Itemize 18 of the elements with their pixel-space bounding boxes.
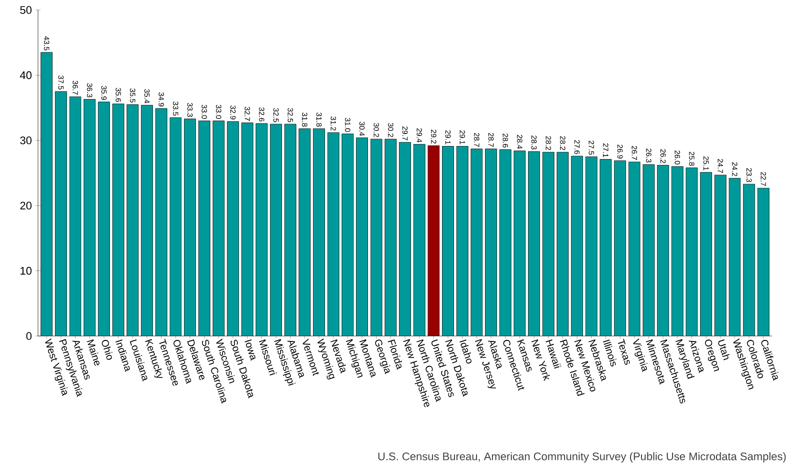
x-tick-label: Utah bbox=[718, 339, 730, 360]
x-tick-label: Idaho bbox=[460, 339, 472, 364]
x-tick-label: Georgia bbox=[375, 340, 390, 374]
x-tick-label: Texas bbox=[618, 338, 630, 365]
x-tick-label: Vermont bbox=[302, 338, 320, 376]
y-tick-label: 0 bbox=[26, 332, 32, 340]
x-tick-label: Iowa bbox=[244, 339, 256, 361]
y-tick-label: 20 bbox=[20, 202, 32, 210]
x-tick-label: Virginia bbox=[633, 338, 648, 372]
x-tick-label: Oregon bbox=[704, 340, 719, 372]
x-tick-label: Florida bbox=[388, 339, 402, 370]
y-tick-label: 30 bbox=[20, 136, 32, 144]
x-tick-label: Indiana bbox=[116, 339, 130, 372]
y-tick-label: 10 bbox=[20, 266, 32, 275]
x-tick-label: Ohio bbox=[102, 340, 112, 360]
y-tick-label: 40 bbox=[20, 71, 32, 80]
y-tick-label: 50 bbox=[20, 6, 32, 14]
text: U.S. Census Bureau, American Community Survey (Public Use Microdata Samples) bbox=[378, 452, 786, 462]
